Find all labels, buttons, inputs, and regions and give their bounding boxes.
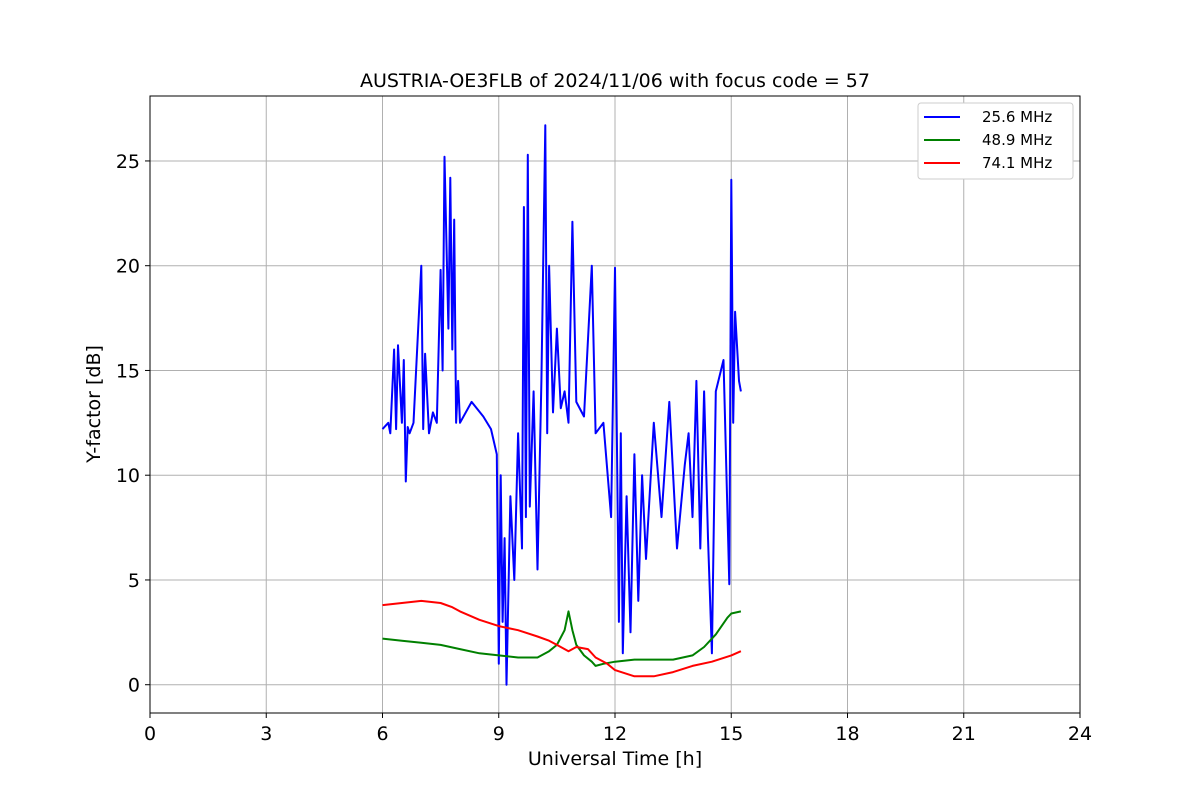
y-axis-label: Y-factor [dB]: [83, 345, 105, 464]
x-tick-label: 0: [144, 723, 156, 745]
x-axis: 0 3 6 9 12 15 18 21 24: [144, 713, 1092, 745]
legend-box: [917, 102, 1074, 180]
x-tick-label: 6: [376, 723, 388, 745]
series-line-74-1-mhz: [382, 599, 742, 678]
x-tick-label: 9: [493, 723, 505, 745]
legend: 25.6 MHz 48.9 MHz 74.1 MHz: [917, 102, 1074, 180]
y-tick-label: 25: [116, 151, 140, 173]
series-line-25-6-mhz: [381, 124, 742, 686]
y-tick-label: 0: [128, 675, 140, 697]
x-tick-label: 15: [719, 723, 743, 745]
y-axis: 0 5 10 15 20 25: [116, 151, 150, 697]
x-tick-label: 24: [1068, 723, 1092, 745]
x-tick-label: 12: [603, 723, 627, 745]
x-tick-label: 18: [835, 723, 859, 745]
x-axis-label: Universal Time [h]: [528, 748, 702, 770]
y-tick-label: 15: [116, 360, 140, 382]
legend-label-74-1-mhz: 74.1 MHz: [982, 154, 1052, 172]
legend-label-25-6-mhz: 25.6 MHz: [982, 108, 1052, 126]
y-tick-label: 5: [128, 570, 140, 592]
y-tick-label: 20: [116, 256, 140, 278]
chart-title: AUSTRIA-OE3FLB of 2024/11/06 with focus …: [360, 70, 870, 92]
x-tick-label: 3: [260, 723, 272, 745]
legend-label-48-9-mhz: 48.9 MHz: [982, 131, 1052, 149]
series-layer: [381, 124, 742, 686]
series-line-48-9-mhz: [382, 610, 742, 667]
x-tick-label: 21: [952, 723, 976, 745]
y-tick-label: 10: [116, 465, 140, 487]
